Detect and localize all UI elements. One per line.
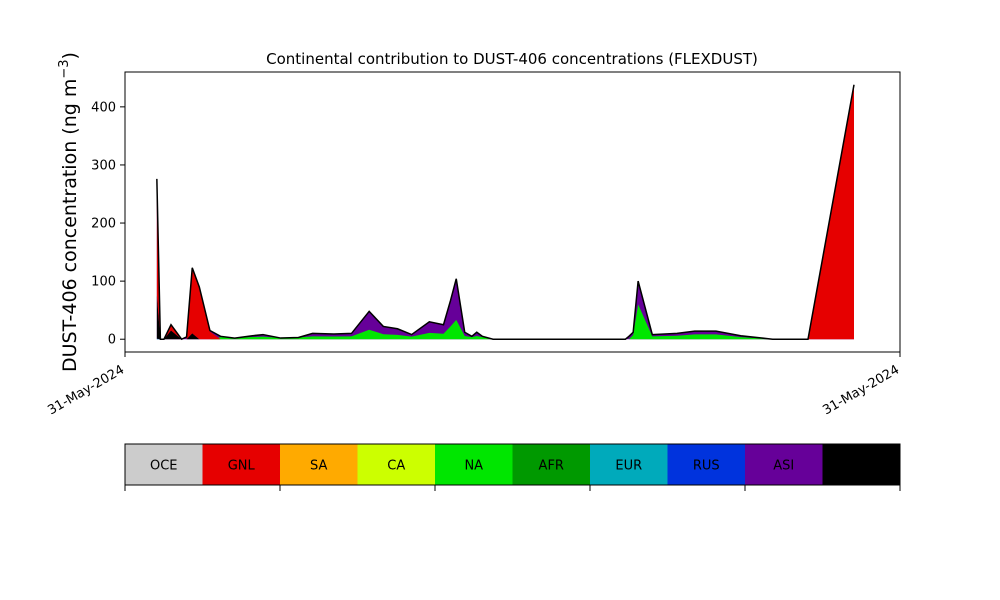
legend-item-gnl: GNL	[202, 444, 281, 485]
legend-item-na: NA	[435, 444, 513, 485]
legend-item-eur: EUR	[590, 444, 668, 485]
y-tick-label: 200	[91, 217, 116, 232]
legend-swatch	[125, 444, 203, 485]
legend-label: CA	[387, 459, 405, 474]
y-axis-label-main: DUST-406 concentration (ng m	[59, 79, 81, 372]
legend-swatch	[202, 444, 281, 485]
legend-frame	[124, 443, 901, 486]
legend-label: RUS	[693, 459, 720, 474]
legend-item-sa: SA	[280, 444, 358, 485]
y-axis: 0 100 200 300 400	[91, 100, 125, 348]
legend-label: OCE	[150, 459, 178, 474]
legend-swatch	[357, 444, 436, 485]
x-tick-label: 31-May-2024	[820, 362, 902, 418]
plot-frame	[124, 71, 901, 353]
y-tick-label: 0	[108, 333, 116, 348]
legend-swatch	[822, 444, 901, 485]
legend-swatch	[280, 444, 358, 485]
legend-label: GNL	[228, 459, 256, 474]
legend-swatch	[512, 444, 591, 485]
y-axis-label: DUST-406 concentration (ng m−3)	[57, 52, 81, 372]
y-tick-label: 300	[91, 158, 116, 173]
legend-swatch	[667, 444, 746, 485]
legend-label: SA	[310, 459, 327, 474]
legend-swatch	[745, 444, 823, 485]
legend-item-rus: RUS	[667, 444, 746, 485]
legend-swatch	[590, 444, 668, 485]
legend-item-asi: ASI	[745, 444, 823, 485]
legend-label: AUS	[848, 459, 875, 474]
area-aus	[156, 295, 854, 340]
legend-item-ca: CA	[357, 444, 436, 485]
x-tick-label: 31-May-2024	[45, 362, 127, 418]
legend-label: NA	[464, 459, 483, 474]
y-axis-label-close: )	[59, 52, 81, 59]
chart-title: Continental contribution to DUST-406 con…	[266, 50, 758, 68]
legend-item-aus: AUS	[822, 444, 901, 485]
x-axis: 31-May-2024 31-May-2024	[45, 352, 902, 418]
area-na	[156, 304, 854, 340]
legend-label: EUR	[615, 459, 642, 474]
total-outline	[156, 84, 855, 341]
y-tick-label: 400	[91, 100, 116, 115]
area-total	[156, 84, 854, 340]
area-gnl	[156, 84, 854, 340]
legend-item-afr: AFR	[512, 444, 591, 485]
legend-item-oce: OCE	[125, 444, 203, 485]
legend: OCE GNL SA CA NA AFR EUR RUS ASI AUS	[124, 443, 901, 491]
legend-swatch	[435, 444, 513, 485]
legend-label: ASI	[773, 459, 794, 474]
legend-label: AFR	[539, 459, 564, 474]
y-tick-label: 100	[91, 275, 116, 290]
plot-area	[156, 84, 855, 341]
y-axis-label-superscript: −3	[57, 59, 72, 78]
